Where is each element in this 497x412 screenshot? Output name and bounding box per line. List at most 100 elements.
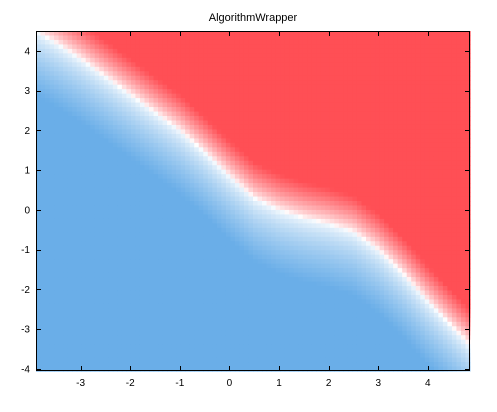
heatmap-cell bbox=[158, 218, 164, 224]
heatmap-cell bbox=[153, 344, 159, 350]
heatmap-cell bbox=[257, 308, 263, 314]
heatmap-cell bbox=[230, 183, 236, 189]
heatmap-cell bbox=[325, 299, 331, 305]
heatmap-cell bbox=[221, 120, 227, 126]
heatmap-cell bbox=[275, 241, 281, 247]
heatmap-cell bbox=[307, 116, 313, 122]
heatmap-cell bbox=[198, 348, 204, 354]
heatmap-cell bbox=[135, 321, 141, 327]
heatmap-cell bbox=[280, 165, 286, 171]
heatmap-cell bbox=[139, 317, 146, 323]
heatmap-cell bbox=[94, 250, 100, 256]
heatmap-cell bbox=[325, 178, 331, 184]
heatmap-cell bbox=[194, 102, 200, 108]
heatmap-cell bbox=[275, 312, 281, 318]
heatmap-cell bbox=[135, 62, 141, 68]
heatmap-cell bbox=[307, 330, 313, 336]
heatmap-cell bbox=[293, 201, 299, 207]
heatmap-cell bbox=[176, 160, 182, 166]
heatmap-cell bbox=[329, 268, 335, 274]
heatmap-cell bbox=[121, 192, 128, 198]
heatmap-cell bbox=[180, 57, 186, 63]
heatmap-cell bbox=[207, 165, 213, 171]
heatmap-cell bbox=[94, 53, 100, 59]
heatmap-cell bbox=[280, 201, 286, 207]
heatmap-cell bbox=[94, 129, 100, 135]
heatmap-cell bbox=[126, 259, 132, 265]
heatmap-cell bbox=[316, 250, 322, 256]
heatmap-cell bbox=[167, 299, 173, 305]
heatmap-cell bbox=[271, 165, 277, 171]
heatmap-cell bbox=[108, 209, 114, 216]
heatmap-cell bbox=[302, 330, 308, 336]
heatmap-cell bbox=[212, 192, 218, 198]
heatmap-cell bbox=[72, 147, 78, 153]
heatmap-cell bbox=[257, 205, 263, 211]
heatmap-cell bbox=[253, 335, 259, 341]
heatmap-cell bbox=[149, 142, 155, 148]
heatmap-cell bbox=[302, 93, 308, 99]
heatmap-cell bbox=[239, 362, 245, 368]
heatmap-cell bbox=[167, 326, 173, 332]
heatmap-cell bbox=[108, 241, 114, 247]
heatmap-cell bbox=[311, 277, 317, 283]
heatmap-cell bbox=[90, 201, 96, 207]
heatmap-cell bbox=[234, 142, 241, 148]
heatmap-cell bbox=[103, 299, 109, 305]
heatmap-cell bbox=[171, 232, 177, 238]
heatmap-cell bbox=[81, 187, 87, 193]
heatmap-cell bbox=[49, 353, 55, 359]
heatmap-cell bbox=[103, 259, 109, 265]
heatmap-cell bbox=[45, 39, 51, 46]
heatmap-cell bbox=[298, 57, 304, 63]
heatmap-cell bbox=[108, 268, 114, 274]
heatmap-cell bbox=[329, 250, 335, 256]
heatmap-cell bbox=[40, 236, 46, 242]
heatmap-cell bbox=[139, 326, 146, 332]
heatmap-cell bbox=[203, 241, 209, 247]
heatmap-cell bbox=[58, 362, 64, 368]
heatmap-cell bbox=[185, 326, 191, 332]
heatmap-cell bbox=[117, 236, 123, 242]
heatmap-cell bbox=[280, 290, 286, 296]
heatmap-cell bbox=[162, 303, 168, 309]
heatmap-cell bbox=[316, 223, 322, 229]
heatmap-cell bbox=[171, 196, 177, 202]
heatmap-cell bbox=[90, 124, 96, 131]
heatmap-cell bbox=[257, 142, 263, 148]
heatmap-cell bbox=[58, 133, 64, 139]
heatmap-cell bbox=[162, 245, 168, 251]
heatmap-cell bbox=[329, 245, 335, 251]
heatmap-cell bbox=[40, 241, 46, 247]
heatmap-cell bbox=[307, 259, 313, 265]
heatmap-cell bbox=[85, 250, 91, 256]
heatmap-cell bbox=[121, 39, 128, 46]
heatmap-cell bbox=[135, 187, 141, 193]
heatmap-cell bbox=[243, 53, 250, 59]
heatmap-cell bbox=[212, 31, 218, 37]
heatmap-cell bbox=[90, 102, 96, 108]
heatmap-cell bbox=[139, 151, 146, 157]
heatmap-cell bbox=[207, 147, 213, 153]
heatmap-cell bbox=[94, 160, 100, 166]
heatmap-cell bbox=[76, 84, 82, 90]
heatmap-cell bbox=[221, 236, 227, 242]
heatmap-cell bbox=[180, 174, 186, 180]
heatmap-cell bbox=[63, 57, 69, 63]
heatmap-cell bbox=[298, 147, 304, 153]
heatmap-cell bbox=[298, 339, 304, 345]
heatmap-cell bbox=[90, 142, 96, 148]
heatmap-cell bbox=[266, 80, 272, 86]
heatmap-cell bbox=[221, 277, 227, 283]
heatmap-cell bbox=[207, 89, 213, 95]
heatmap-cell bbox=[216, 303, 222, 309]
heatmap-cell bbox=[207, 98, 213, 104]
heatmap-cell bbox=[90, 272, 96, 278]
heatmap-cell bbox=[153, 98, 159, 104]
heatmap-cell bbox=[275, 290, 281, 296]
heatmap-cell bbox=[90, 196, 96, 202]
heatmap-cell bbox=[167, 339, 173, 345]
heatmap-cell bbox=[67, 102, 73, 108]
heatmap-cell bbox=[266, 178, 272, 184]
heatmap-cell bbox=[316, 93, 322, 99]
